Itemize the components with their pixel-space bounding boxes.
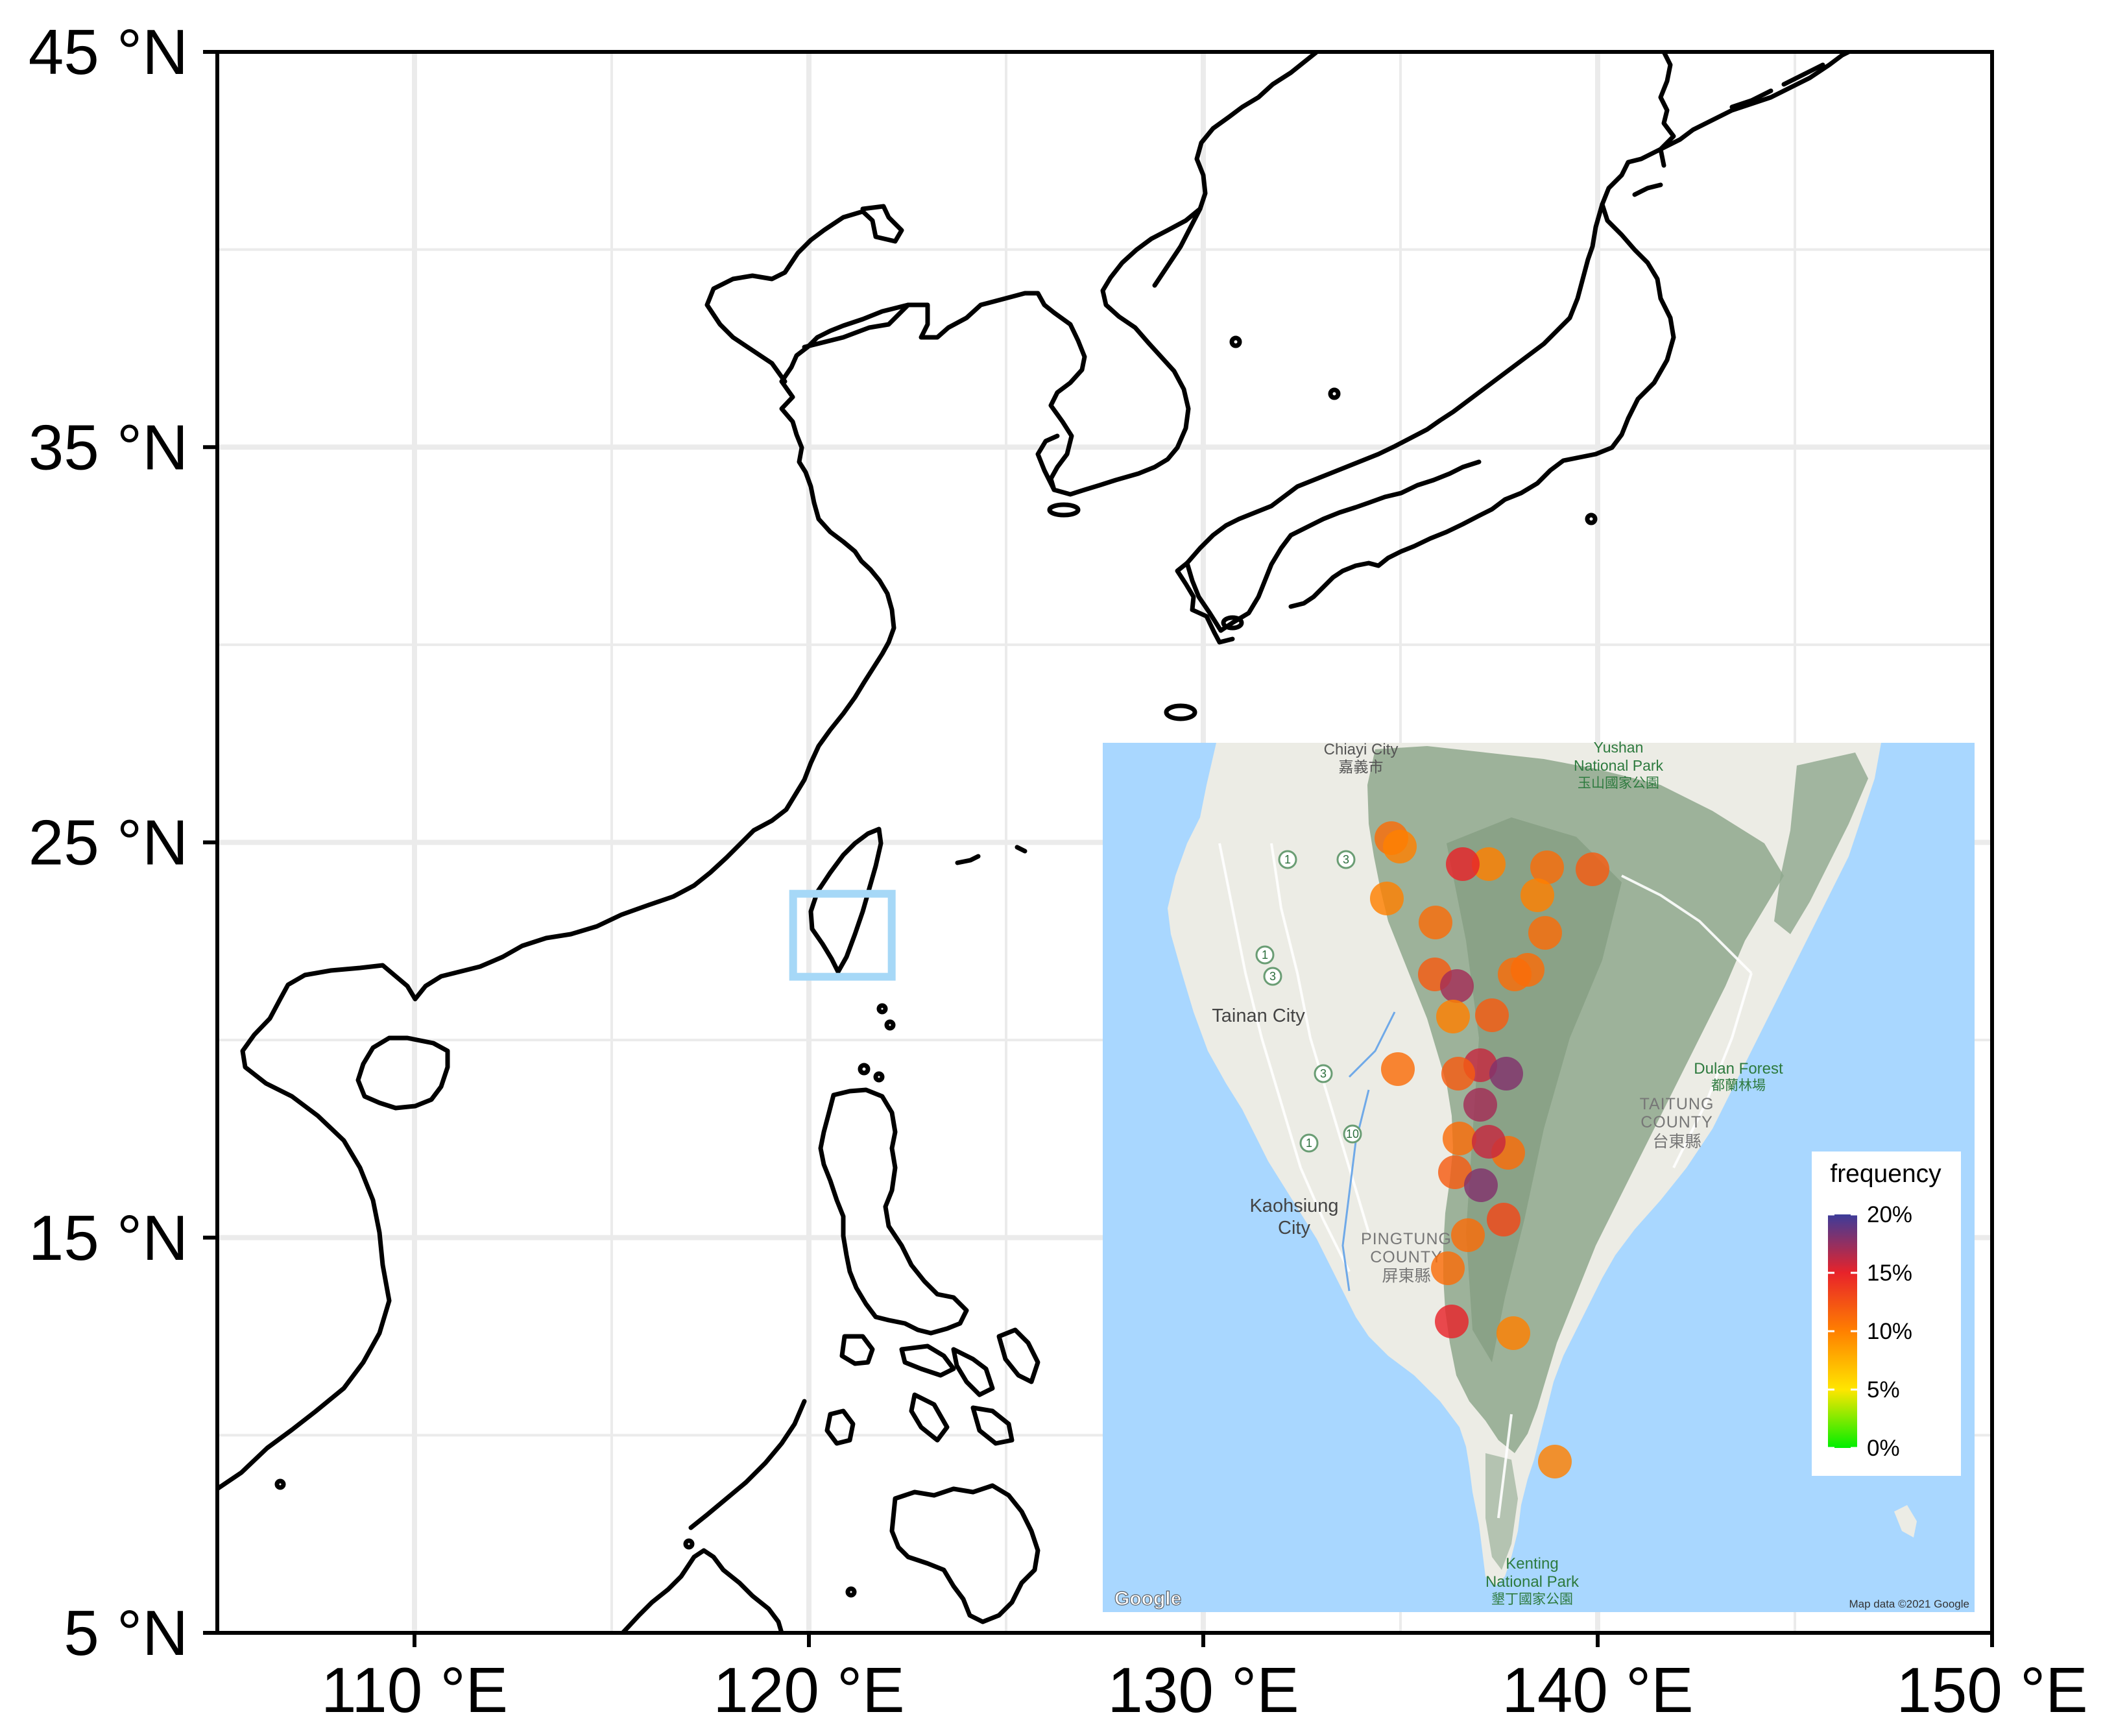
- y-tick-label: 15 °N: [29, 1202, 188, 1273]
- frequency-point: [1463, 1088, 1497, 1122]
- japan-coastline: [1600, 52, 1851, 207]
- svg-text:3: 3: [1320, 1067, 1327, 1080]
- place-label: 屏東縣: [1382, 1267, 1430, 1285]
- frequency-point: [1438, 1155, 1472, 1189]
- legend-label: 5%: [1867, 1377, 1900, 1403]
- y-tick-label: 25 °N: [29, 807, 188, 878]
- road-shield: 3: [1314, 1064, 1333, 1083]
- place-label: 墾丁國家公園: [1491, 1592, 1573, 1607]
- place-label: 嘉義市: [1339, 758, 1384, 775]
- place-label: Yushan: [1594, 739, 1644, 756]
- x-tick-label: 140 °E: [1502, 1654, 1693, 1726]
- frequency-point: [1435, 1305, 1469, 1338]
- frequency-point: [1538, 1445, 1572, 1478]
- frequency-legend: frequency 20% 15% 10% 5% 0%: [1812, 1151, 1961, 1476]
- frequency-point: [1530, 850, 1564, 884]
- y-tick-label: 45 °N: [29, 16, 188, 88]
- frequency-point: [1441, 1057, 1475, 1091]
- taiwan-highlight-box: [789, 889, 896, 981]
- svg-text:1: 1: [1262, 948, 1268, 961]
- place-label: COUNTY: [1370, 1248, 1443, 1266]
- frequency-point: [1446, 847, 1480, 881]
- frequency-point: [1475, 998, 1509, 1032]
- frequency-point: [1487, 1203, 1520, 1236]
- frequency-point: [1520, 878, 1554, 912]
- place-label: 玉山國家公園: [1578, 776, 1659, 791]
- frequency-point: [1464, 1168, 1498, 1202]
- frequency-point: [1370, 882, 1404, 915]
- svg-text:3: 3: [1343, 853, 1349, 866]
- x-tick-label: 120 °E: [713, 1654, 904, 1726]
- legend-ticks: [1828, 1213, 1857, 1449]
- place-label: 都蘭林場: [1711, 1078, 1766, 1093]
- road-shields: 1 3 1 3 3 1 10: [1255, 850, 1362, 1153]
- frequency-point: [1576, 852, 1609, 886]
- taiwan-inset-map: 1 3 1 3 3 1 10 Chiayi City 嘉義市 Yushan Na…: [1103, 739, 1975, 1612]
- place-label: 台東縣: [1652, 1133, 1701, 1151]
- map-attribution: Map data ©2021 Google: [1849, 1598, 1970, 1610]
- road-shield: 10: [1343, 1124, 1362, 1144]
- google-logo: Google: [1114, 1588, 1181, 1609]
- taiwan-coastline: [808, 826, 883, 974]
- place-label: TAITUNG: [1640, 1095, 1714, 1113]
- road-shield: 1: [1255, 945, 1275, 965]
- road-shield: 1: [1299, 1133, 1319, 1153]
- place-label: Tainan City: [1212, 1006, 1305, 1026]
- frequency-point: [1451, 1218, 1485, 1252]
- place-label: Kenting: [1506, 1555, 1558, 1573]
- frequency-point: [1472, 1125, 1506, 1159]
- legend-title: frequency: [1830, 1160, 1941, 1188]
- frequency-point: [1431, 1251, 1465, 1285]
- road-shield: 3: [1336, 850, 1356, 869]
- legend-labels: 20% 15% 10% 5% 0%: [1867, 1202, 1912, 1461]
- frequency-point: [1498, 958, 1532, 991]
- legend-label: 20%: [1867, 1202, 1912, 1227]
- frequency-point: [1436, 1000, 1470, 1033]
- x-tick-label: 110 °E: [321, 1654, 508, 1726]
- road-shield: 3: [1263, 967, 1282, 986]
- place-label: Kaohsiung: [1249, 1196, 1338, 1216]
- coastlines: [217, 52, 1851, 1633]
- y-tick-label: 5 °N: [64, 1597, 188, 1669]
- axes: 110 °E 120 °E 130 °E 140 °E 150 °E45 °N35 °N…: [29, 16, 2088, 1726]
- svg-text:10: 10: [1346, 1127, 1359, 1140]
- place-label: PINGTUNG: [1361, 1230, 1452, 1248]
- svg-text:3: 3: [1269, 970, 1276, 983]
- legend-label: 0%: [1867, 1436, 1900, 1461]
- inset-place-labels: Chiayi City 嘉義市 Yushan National Park 玉山國…: [1212, 739, 1783, 1607]
- place-label: National Park: [1574, 757, 1664, 774]
- frequency-point: [1496, 1316, 1530, 1350]
- road-shield: 1: [1278, 850, 1297, 869]
- frequency-points: [1370, 821, 1609, 1478]
- frequency-point: [1443, 1122, 1476, 1155]
- svg-text:1: 1: [1306, 1137, 1312, 1150]
- place-label: Chiayi City: [1324, 741, 1399, 758]
- hainan-coastline: [355, 1035, 450, 1111]
- svg-text:1: 1: [1284, 853, 1291, 866]
- place-label: National Park: [1485, 1573, 1580, 1591]
- frequency-point: [1528, 916, 1562, 950]
- place-label: City: [1278, 1218, 1310, 1238]
- frequency-point: [1383, 830, 1417, 863]
- frequency-point: [1381, 1052, 1415, 1086]
- legend-label: 15%: [1867, 1260, 1912, 1286]
- x-tick-label: 130 °E: [1107, 1654, 1299, 1726]
- mainland-coastline: [217, 52, 1319, 1491]
- place-label: COUNTY: [1640, 1113, 1713, 1131]
- place-label: Dulan Forest: [1694, 1060, 1783, 1078]
- x-tick-label: 150 °E: [1896, 1654, 2087, 1726]
- frequency-point: [1472, 847, 1506, 881]
- frequency-point: [1440, 969, 1474, 1003]
- frequency-point: [1489, 1057, 1523, 1091]
- legend-label: 10%: [1867, 1319, 1912, 1344]
- philippines-coastline: [818, 1087, 969, 1336]
- y-tick-label: 35 °N: [29, 411, 188, 483]
- frequency-point: [1419, 906, 1452, 939]
